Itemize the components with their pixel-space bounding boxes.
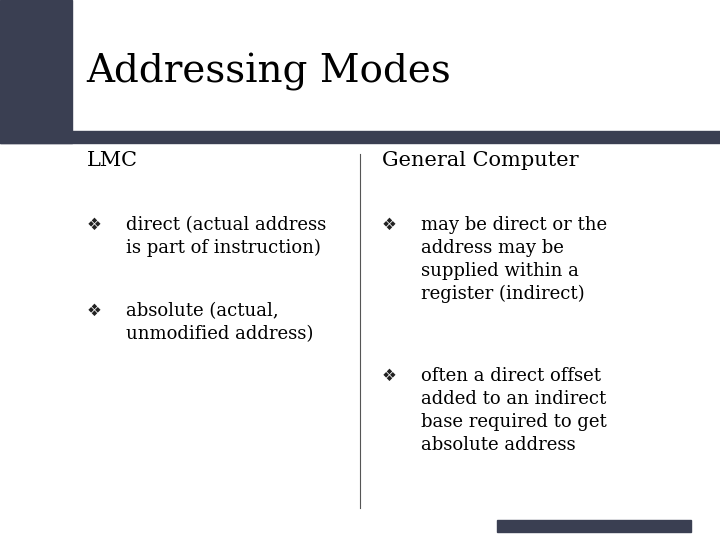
- Text: absolute (actual,
unmodified address): absolute (actual, unmodified address): [126, 302, 313, 343]
- Text: ❖: ❖: [382, 216, 397, 234]
- Text: LMC: LMC: [86, 151, 138, 170]
- Bar: [497, 520, 691, 532]
- Text: direct (actual address
is part of instruction): direct (actual address is part of instru…: [126, 216, 326, 257]
- Text: often a direct offset
added to an indirect
base required to get
absolute address: often a direct offset added to an indire…: [421, 367, 607, 454]
- Bar: [72, 131, 720, 143]
- Text: Addressing Modes: Addressing Modes: [86, 52, 451, 91]
- Bar: [0, 131, 72, 143]
- Bar: [0, 0, 72, 143]
- Text: may be direct or the
address may be
supplied within a
register (indirect): may be direct or the address may be supp…: [421, 216, 608, 303]
- Text: ❖: ❖: [86, 302, 102, 320]
- Text: General Computer: General Computer: [382, 151, 578, 170]
- Text: ❖: ❖: [382, 367, 397, 385]
- Text: ❖: ❖: [86, 216, 102, 234]
